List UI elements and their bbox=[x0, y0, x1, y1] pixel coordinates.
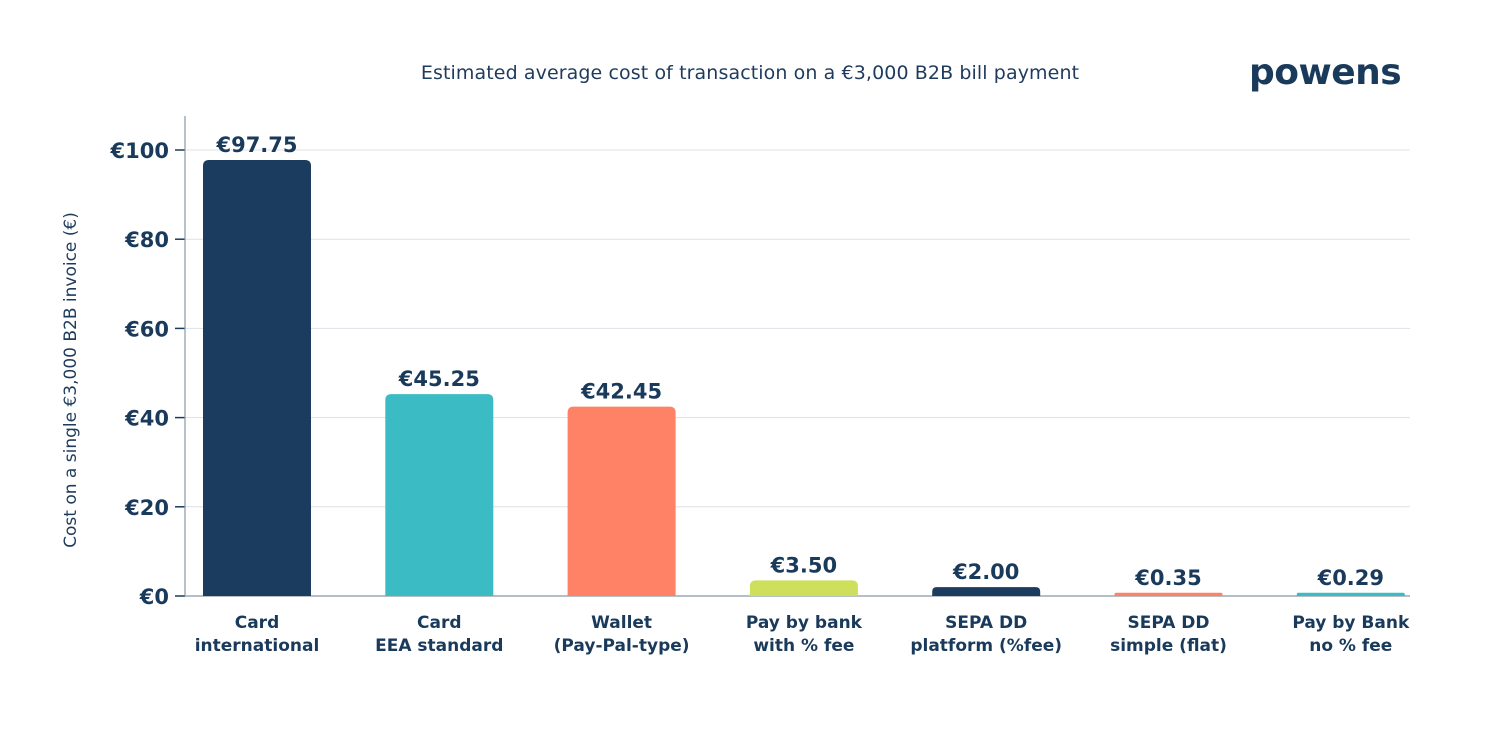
bar-value-label: €97.75 bbox=[215, 133, 297, 157]
chart-title: Estimated average cost of transaction on… bbox=[420, 62, 1080, 84]
x-category-label: platform (%fee) bbox=[910, 636, 1062, 656]
x-category-label: international bbox=[195, 636, 320, 656]
bar-value-label: €0.29 bbox=[1317, 566, 1384, 590]
x-category-label: SEPA DD bbox=[1127, 613, 1209, 633]
powens-logo: powens bbox=[1249, 52, 1402, 93]
y-tick-label: €80 bbox=[124, 228, 169, 252]
bar-value-label: €3.50 bbox=[770, 553, 837, 577]
x-category-label: Wallet bbox=[591, 613, 652, 633]
bar bbox=[203, 160, 311, 596]
bar bbox=[1296, 592, 1405, 596]
bars bbox=[203, 160, 1405, 596]
bar-value-label: €45.25 bbox=[398, 367, 480, 391]
bar bbox=[932, 587, 1041, 596]
axes bbox=[175, 116, 1410, 597]
bar bbox=[1114, 592, 1223, 596]
gridlines bbox=[185, 149, 1410, 508]
y-tick-label: €100 bbox=[110, 139, 169, 163]
y-tick-label: €60 bbox=[124, 317, 169, 341]
bar-value-label: €0.35 bbox=[1134, 566, 1201, 590]
x-category-label: Pay by bank bbox=[746, 613, 863, 633]
y-tick-label: €20 bbox=[124, 496, 169, 520]
x-category-label: Card bbox=[417, 613, 462, 633]
bar bbox=[749, 580, 858, 596]
y-tick-label: €40 bbox=[124, 407, 169, 431]
bar bbox=[385, 394, 494, 596]
x-category-label: simple (flat) bbox=[1110, 636, 1227, 656]
x-category-label: with % fee bbox=[753, 636, 854, 656]
x-category-label: no % fee bbox=[1309, 636, 1392, 656]
x-category-label: EEA standard bbox=[375, 636, 503, 656]
x-category-label: Pay by Bank bbox=[1292, 613, 1410, 633]
y-tick-label: €0 bbox=[139, 585, 169, 609]
y-axis-title: Cost on a single €3,000 B2B invoice (€) bbox=[61, 212, 81, 548]
x-category-label: Card bbox=[235, 613, 280, 633]
bar-value-label: €42.45 bbox=[580, 380, 662, 404]
x-category-label: SEPA DD bbox=[945, 613, 1027, 633]
bar-value-label: €2.00 bbox=[952, 560, 1019, 584]
x-category-label: (Pay-Pal-type) bbox=[554, 636, 690, 656]
labels: €0 €20 €40 €60 €80 €100 Cost on a single €3,00… bbox=[61, 133, 1410, 656]
bar bbox=[567, 406, 676, 596]
